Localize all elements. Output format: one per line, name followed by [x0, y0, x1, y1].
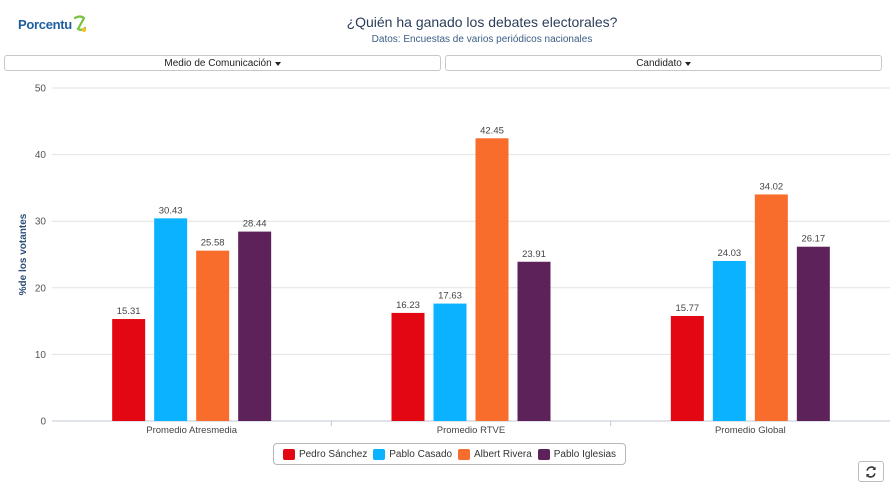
legend-label: Albert Rivera — [474, 448, 532, 460]
refresh-icon — [866, 465, 876, 478]
data-label: 34.02 — [759, 181, 783, 192]
data-label: 15.31 — [117, 306, 141, 317]
y-tick-label: 50 — [35, 84, 47, 95]
bar — [196, 250, 230, 421]
candidate-filter-button[interactable]: Candidato — [445, 55, 882, 71]
bar — [712, 260, 746, 421]
data-label: 23.91 — [522, 249, 546, 260]
data-label: 15.77 — [675, 303, 699, 314]
data-label: 25.58 — [201, 238, 225, 249]
y-tick-label: 40 — [35, 150, 47, 161]
x-tick-label: Promedio RTVE — [437, 425, 505, 436]
legend-item[interactable]: Albert Rivera — [458, 448, 532, 460]
y-tick-label: 20 — [35, 283, 47, 294]
bar — [238, 231, 272, 421]
data-label: 24.03 — [717, 248, 741, 259]
media-filter-button[interactable]: Medio de Comunicación — [4, 55, 441, 71]
data-label: 17.63 — [438, 291, 462, 302]
bar — [475, 138, 509, 421]
logo: Porcentu — [18, 12, 87, 36]
legend-item[interactable]: Pablo Casado — [373, 448, 453, 460]
x-tick-label: Promedio Atresmedia — [146, 425, 238, 436]
media-filter-label: Medio de Comunicación — [164, 57, 272, 69]
bar — [154, 218, 188, 421]
legend-item[interactable]: Pedro Sánchez — [282, 448, 368, 460]
y-tick-label: 10 — [35, 350, 47, 361]
legend-label: Pedro Sánchez — [298, 448, 368, 460]
logo-text: Porcentu — [18, 16, 72, 32]
chart-subtitle: Datos: Encuestas de varios periódicos na… — [371, 34, 593, 45]
porcentu-logo-icon — [73, 15, 87, 32]
legend-swatch — [373, 448, 386, 460]
caret-down-icon — [274, 61, 281, 66]
bar — [754, 194, 788, 421]
legend-swatch — [458, 448, 471, 460]
bar — [112, 319, 146, 421]
bar — [391, 312, 425, 421]
y-tick-label: 0 — [40, 417, 46, 428]
caret-down-icon — [684, 61, 691, 66]
data-label: 28.44 — [243, 219, 267, 230]
legend-swatch — [282, 448, 295, 460]
chart-title: ¿Quién ha ganado los debates electorales… — [346, 14, 618, 30]
bar — [796, 246, 830, 421]
bar — [517, 261, 551, 421]
chart-legend: Pedro Sánchez Pablo Casado Albert Rivera Pa… — [273, 443, 626, 465]
y-axis-label: %de los votantes — [18, 213, 29, 295]
bar — [433, 303, 467, 421]
candidate-filter-label: Candidato — [636, 57, 682, 69]
legend-swatch — [537, 448, 550, 460]
y-tick-label: 30 — [35, 217, 47, 228]
data-label: 16.23 — [396, 300, 420, 311]
data-label: 30.43 — [159, 205, 183, 216]
bar — [670, 315, 704, 421]
refresh-button[interactable] — [858, 461, 884, 482]
data-label: 42.45 — [480, 125, 504, 136]
data-label: 26.17 — [801, 234, 825, 245]
x-tick-label: Promedio Global — [715, 425, 786, 436]
legend-item[interactable]: Pablo Iglesias — [537, 448, 617, 460]
legend-label: Pablo Casado — [389, 448, 453, 460]
legend-label: Pablo Iglesias — [553, 448, 617, 460]
